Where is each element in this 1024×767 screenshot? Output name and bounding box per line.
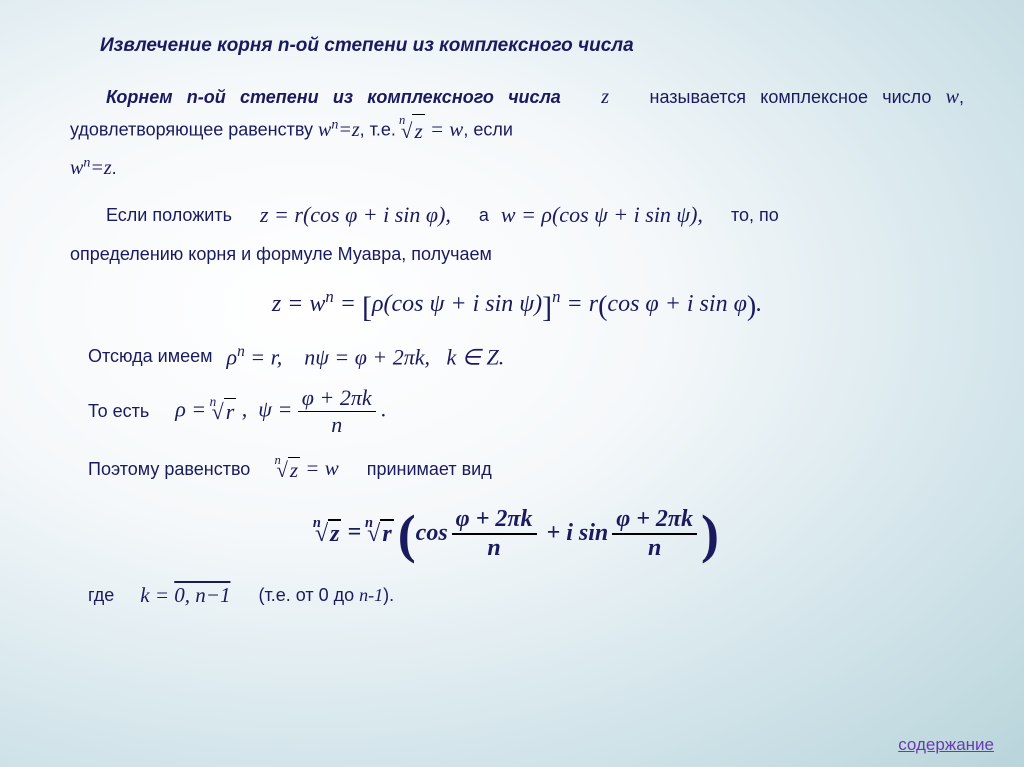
takes-form-text: принимает вид [367, 459, 492, 480]
rho-root-eq: ρ = n√r , ψ = φ + 2πk n . [175, 385, 386, 438]
w-trig-form: w = ρ(cos ψ + i sin ψ), [501, 202, 703, 228]
then-text: то, по [731, 205, 779, 226]
main-root-formula: n√z = n√r ( cos φ + 2πk n + i sin φ + 2π… [70, 503, 964, 565]
where-k-row: где k = 0, n−1 (т.е. от 0 до n-1). [88, 583, 964, 608]
where-text: где [88, 585, 114, 606]
hence-row: Отсюда имеем ρn = r, nψ = φ + 2πk, k ∈ Z… [88, 343, 964, 370]
suppose-row: Если положить z = r(cos φ + i sin φ), а … [106, 202, 964, 228]
def-tail: wn=z. [70, 152, 964, 184]
main-frac2-num: φ + 2πk [612, 506, 697, 535]
moivre-line: определению корня и формуле Муавра, полу… [70, 240, 964, 269]
derivation-formula: z = wn = [ρ(cos ψ + i sin ψ)]n = r(cos φ… [70, 287, 964, 325]
k-range: k = 0, n−1 [140, 583, 230, 608]
main-frac1-den: n [452, 535, 537, 562]
therefore-row: Поэтому равенство n√z = w принимает вид [88, 456, 964, 483]
and-text: а [479, 205, 489, 226]
page-title: Извлечение корня n-ой степени из комплек… [100, 35, 964, 57]
definition-paragraph: Корнем n-ой степени из комплексного числ… [70, 81, 964, 148]
main-frac1-num: φ + 2πk [452, 506, 537, 535]
def-text-3: , т.е. [360, 120, 401, 140]
var-w: w [946, 86, 959, 108]
frac1-num: φ + 2πk [298, 385, 376, 412]
root-formula-inline: n√z = w [401, 113, 463, 148]
def-text-1: называется комплексное число [650, 87, 946, 107]
contents-link[interactable]: содержание [898, 735, 994, 755]
z-trig-form: z = r(cos φ + i sin φ), [260, 202, 451, 228]
that-is-text: То есть [88, 401, 149, 422]
rho-n-eq: ρn = r, nψ = φ + 2πk, k ∈ Z. [227, 343, 505, 370]
hence-text: Отсюда имеем [88, 346, 213, 367]
that-is-row: То есть ρ = n√r , ψ = φ + 2πk n . [88, 385, 964, 438]
main-cos: cos [416, 520, 448, 547]
eq-wn-z-2: wn=z [70, 157, 112, 179]
frac1-den: n [298, 412, 376, 438]
eq-wn-z: wn=z [318, 119, 360, 141]
var-z: z [601, 86, 609, 108]
ie-text: (т.е. от 0 до n-1). [258, 585, 394, 606]
root-eq-w: n√z = w [276, 456, 338, 483]
main-frac2-den: n [612, 535, 697, 562]
suppose-text: Если положить [106, 205, 232, 226]
def-lead: Корнем n-ой степени из комплексного числ… [106, 87, 561, 107]
def-text-4: , если [463, 120, 513, 140]
therefore-text: Поэтому равенство [88, 459, 250, 480]
main-isin: i sin [566, 520, 608, 547]
